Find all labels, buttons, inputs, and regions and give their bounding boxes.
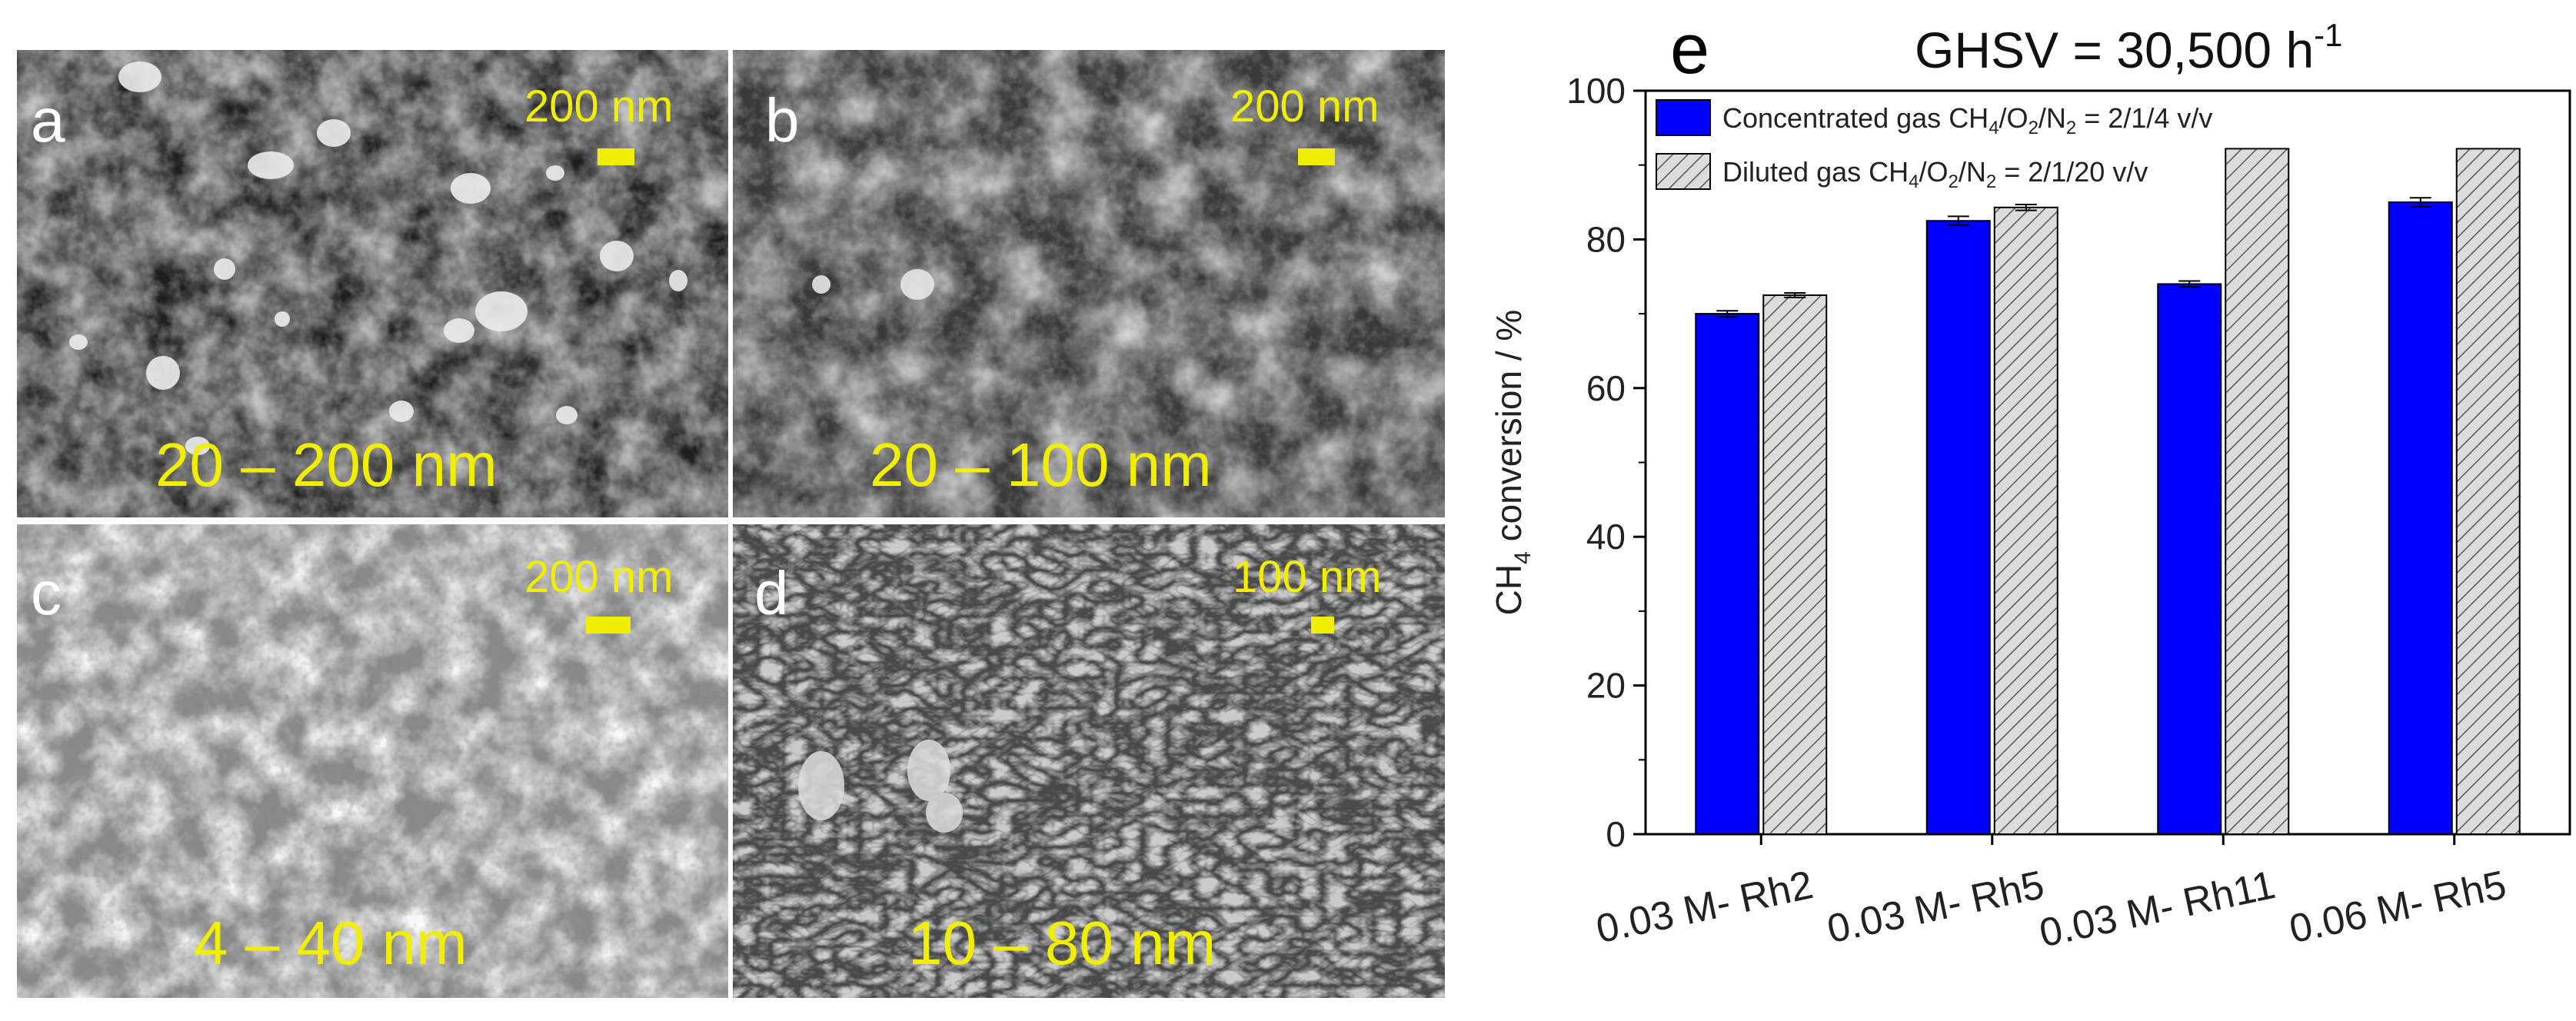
panel-c-letter: c xyxy=(31,559,62,627)
bar xyxy=(1925,220,1991,836)
range-label-b: 20 – 100 nm xyxy=(870,431,1212,499)
sem-image-c xyxy=(17,524,728,998)
legend-label: Diluted gas CH4/O2/N2 = 2/1/20 v/v xyxy=(1722,156,2148,192)
scale-label-c: 200 nm xyxy=(524,552,674,602)
y-tick-label: 60 xyxy=(1586,368,1626,408)
x-tick-label: 0.03 M- Rh2 xyxy=(1593,863,1817,952)
y-axis-label: CH4 conversion / % xyxy=(1489,310,1536,616)
range-label-d: 10 – 80 nm xyxy=(908,909,1216,977)
y-tick-label: 0 xyxy=(1606,814,1626,854)
y-tick-label: 100 xyxy=(1566,71,1626,111)
bar xyxy=(2225,148,2290,835)
legend-swatch xyxy=(1656,99,1711,136)
chart-title: GHSV = 30,500 h-1 xyxy=(1915,17,2343,78)
x-tick-label: 0.03 M- Rh5 xyxy=(1823,863,2048,952)
scale-bar-b xyxy=(1298,148,1335,165)
bar xyxy=(2157,283,2222,836)
bar xyxy=(2455,148,2521,835)
legend-label: Concentrated gas CH4/O2/N2 = 2/1/4 v/v xyxy=(1722,102,2212,138)
y-tick-label: 80 xyxy=(1586,219,1626,259)
range-label-c: 4 – 40 nm xyxy=(194,909,468,977)
scale-bar-a xyxy=(597,148,634,165)
range-label-a: 20 – 200 nm xyxy=(155,431,498,499)
sem-panel-c: c 200 nm 4 – 40 nm xyxy=(17,524,728,998)
bar xyxy=(2388,201,2453,835)
scale-label-a: 200 nm xyxy=(524,81,674,131)
conversion-chart: 0 20 40 60 80 100 CH4 conversion / % 0.03 M- Rh… xyxy=(1461,0,2576,1017)
panel-b-letter: b xyxy=(765,86,800,155)
chart-svg: 0 20 40 60 80 100 CH4 conversion / % 0.03 M- Rh… xyxy=(1489,10,2571,956)
scale-label-b: 200 nm xyxy=(1230,81,1380,131)
y-tick-label: 20 xyxy=(1586,666,1626,706)
bar xyxy=(1762,294,1828,835)
legend-swatch xyxy=(1656,153,1711,190)
sem-image-d xyxy=(733,524,1445,998)
panel-a-letter: a xyxy=(31,86,65,155)
sem-panel-b: b 200 nm 20 – 100 nm xyxy=(733,50,1445,517)
x-tick-label: 0.03 M- Rh11 xyxy=(2035,863,2278,956)
scale-bar-d xyxy=(1311,617,1334,634)
bar xyxy=(1695,313,1760,836)
sem-image-a xyxy=(17,50,728,517)
panel-e-letter: e xyxy=(1670,10,1709,88)
sem-image-b xyxy=(733,50,1445,517)
sem-panel-a: a 200 nm 20 – 200 nm xyxy=(17,50,728,517)
y-tick-label: 40 xyxy=(1586,517,1626,557)
scale-label-d: 100 nm xyxy=(1233,552,1382,602)
scale-bar-c xyxy=(586,617,631,634)
panel-d-letter: d xyxy=(754,559,789,627)
sem-panel-d: d 100 nm 10 – 80 nm xyxy=(733,524,1445,998)
bar xyxy=(1993,206,2058,836)
x-tick-label: 0.06 M- Rh5 xyxy=(2285,863,2510,952)
